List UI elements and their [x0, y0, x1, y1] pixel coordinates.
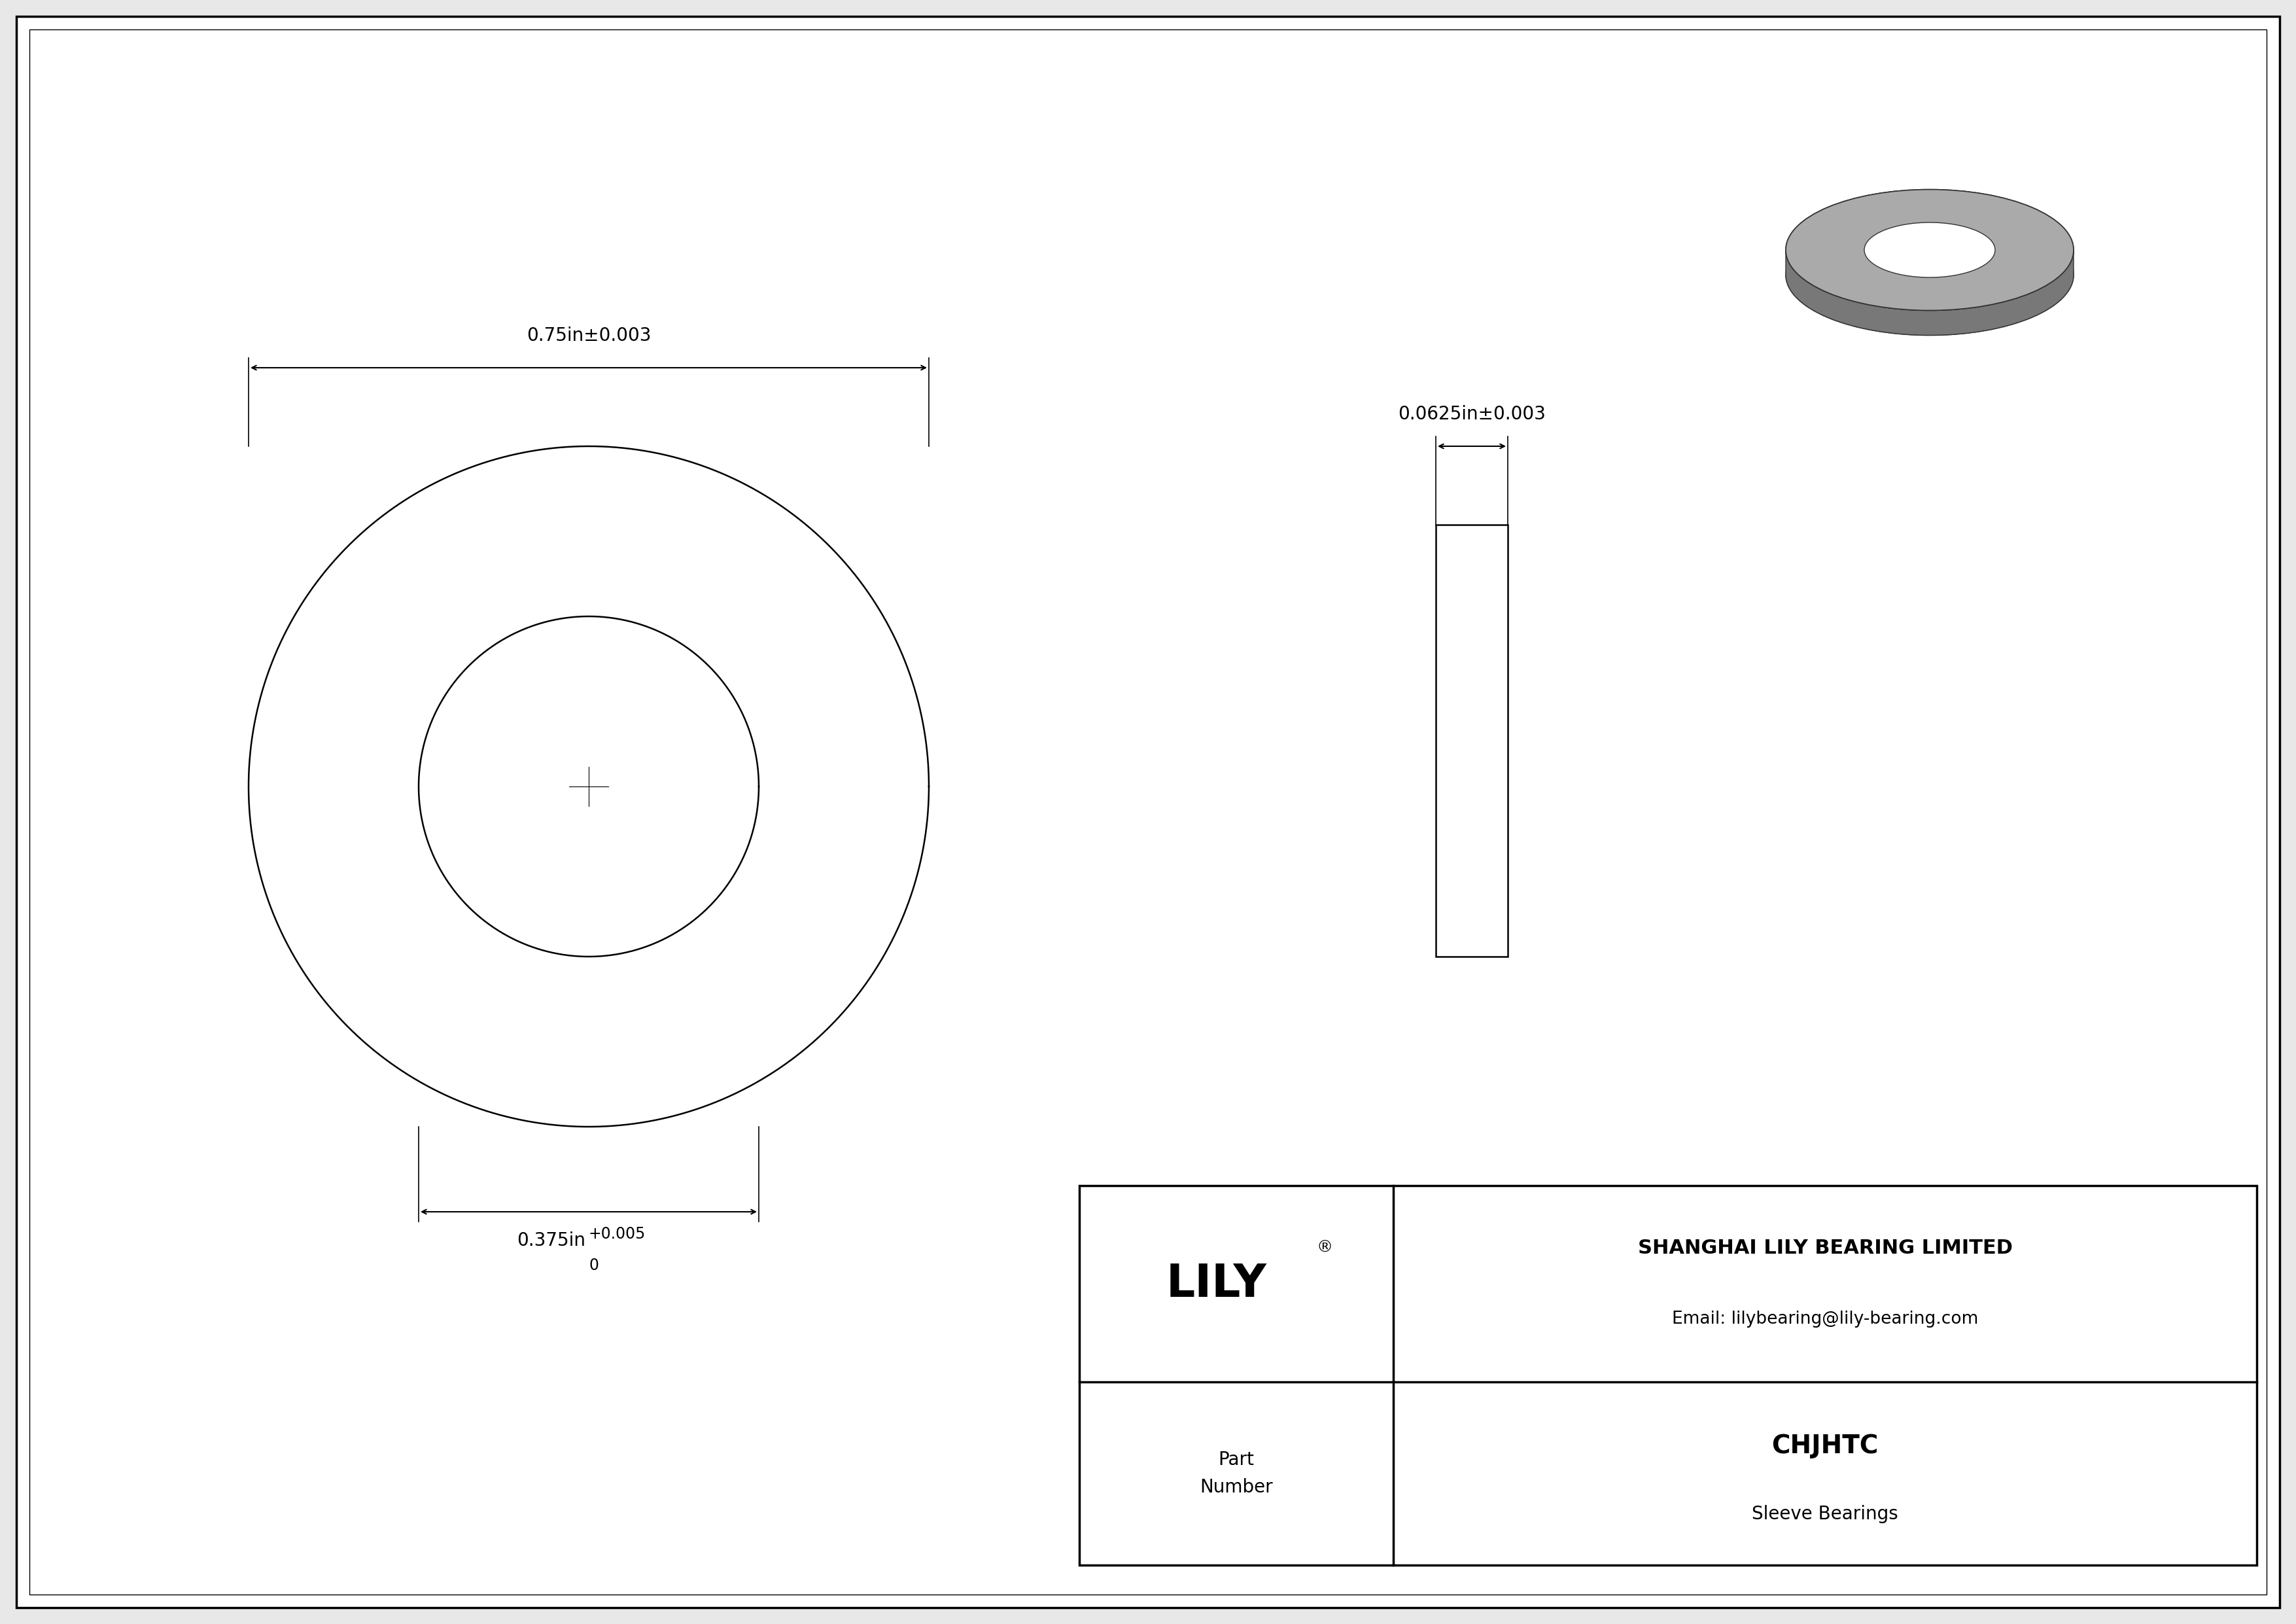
Text: 0.375in: 0.375in [517, 1231, 585, 1250]
Ellipse shape [1786, 190, 2073, 310]
Ellipse shape [1786, 214, 2073, 335]
Text: 0.0625in±0.003: 0.0625in±0.003 [1398, 404, 1545, 424]
Ellipse shape [1786, 190, 2073, 310]
Bar [1079, 1186, 2257, 1566]
Text: ®: ® [1316, 1239, 1334, 1255]
Text: 0: 0 [588, 1257, 599, 1273]
Text: LILY: LILY [1166, 1262, 1267, 1306]
Text: CHJHTC: CHJHTC [1773, 1434, 1878, 1458]
Text: Part
Number: Part Number [1201, 1450, 1272, 1496]
Ellipse shape [1864, 222, 1995, 278]
Bar [1435, 525, 1508, 957]
Ellipse shape [1864, 247, 1995, 302]
Text: +0.005: +0.005 [588, 1226, 645, 1242]
Text: Email: lilybearing@lily-bearing.com: Email: lilybearing@lily-bearing.com [1671, 1311, 1979, 1327]
Text: SHANGHAI LILY BEARING LIMITED: SHANGHAI LILY BEARING LIMITED [1637, 1239, 2011, 1259]
Ellipse shape [1864, 222, 1995, 278]
Text: 0.75in±0.003: 0.75in±0.003 [526, 326, 652, 344]
Text: Sleeve Bearings: Sleeve Bearings [1752, 1505, 1899, 1523]
Polygon shape [1786, 250, 2073, 335]
